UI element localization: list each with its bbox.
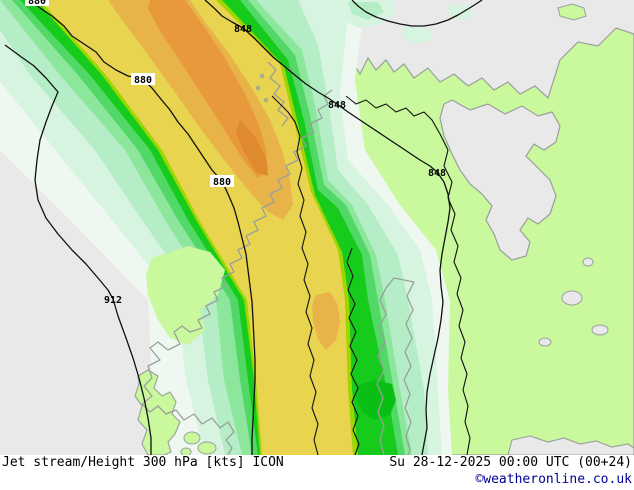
contour-label-text: 848 [428, 168, 446, 179]
contour-label: 848 [234, 24, 252, 35]
contour-label: 912 [104, 295, 122, 306]
contour-label: 880 [25, 0, 49, 7]
coastlines [141, 61, 415, 455]
copyright-link[interactable]: ©weatheronline.co.uk [475, 472, 632, 487]
mint-patch-3 [402, 26, 432, 44]
white-sea [439, 99, 561, 261]
mint-patch-4 [448, 4, 472, 20]
wind-speed-legend: 60 80 100 120 140 160 180 [8, 471, 101, 490]
map-title: Jet stream/Height 300 hPa [kts] ICON [2, 455, 284, 470]
contour-label-text: 880 [213, 177, 231, 188]
caption-row-2: 60 80 100 120 140 160 180 ©weatheronline… [0, 471, 634, 490]
lake-1 [561, 290, 583, 306]
coastal-islet-3 [263, 97, 269, 103]
caption-row-1: Jet stream/Height 300 hPa [kts] ICON Su … [0, 454, 634, 471]
contour-label-text: 880 [134, 75, 152, 86]
land-island-zealand [183, 431, 201, 445]
jet-band-120 [40, 0, 353, 455]
coastal-islet-1 [259, 73, 265, 79]
contour-848 [204, 0, 451, 455]
contour-label-text: 848 [328, 100, 346, 111]
contour-label: 880 [210, 175, 234, 188]
jet-band-dark-green-blob [356, 380, 396, 420]
gulf-of-bothnia-east-coast [403, 281, 415, 455]
gulf-of-finland [507, 435, 634, 455]
contour-labels: 880 880 880 848 848 848 912 [25, 0, 446, 306]
lofoten-islands [267, 61, 289, 127]
border-finland-russia [345, 95, 471, 455]
contour-label-text: 848 [234, 24, 252, 35]
norway-west-coast [141, 89, 333, 455]
contour-880 [29, 0, 256, 455]
contour-label: 848 [328, 100, 346, 111]
land-jutland [134, 369, 181, 455]
contour-label: 848 [428, 168, 446, 179]
border-sweden-finland [346, 247, 360, 455]
gulf-of-bothnia-west-coast [376, 287, 387, 455]
gulf-of-bothnia-head [385, 277, 415, 289]
island-barents [557, 3, 587, 21]
lake-4 [582, 257, 594, 267]
border-norway-sweden [271, 95, 319, 455]
land-island-funen [197, 441, 217, 455]
jet-band-140 [108, 0, 293, 220]
land-island-small [180, 447, 192, 455]
valid-datetime: Su 28-12-2025 00:00 UTC (00+24) [389, 455, 632, 470]
jet-band-140-south-blob [312, 292, 340, 350]
coastal-islet-2 [255, 85, 261, 91]
lake-2 [591, 324, 609, 336]
mint-patch-2 [348, 2, 384, 20]
country-borders [271, 95, 471, 455]
contour-label-text: 880 [28, 0, 46, 7]
contour-832 [351, 0, 483, 27]
contour-912 [4, 44, 152, 455]
caption-area: Jet stream/Height 300 hPa [kts] ICON Su … [0, 454, 634, 490]
land-southwest-norway [146, 246, 225, 345]
jet-core-orange-patch [236, 120, 268, 176]
height-contours [4, 0, 483, 455]
contour-label: 880 [131, 73, 155, 86]
contour-label-text: 912 [104, 295, 122, 306]
lake-3 [538, 337, 552, 347]
weather-map: 880 880 880 848 848 848 912 [0, 0, 634, 455]
